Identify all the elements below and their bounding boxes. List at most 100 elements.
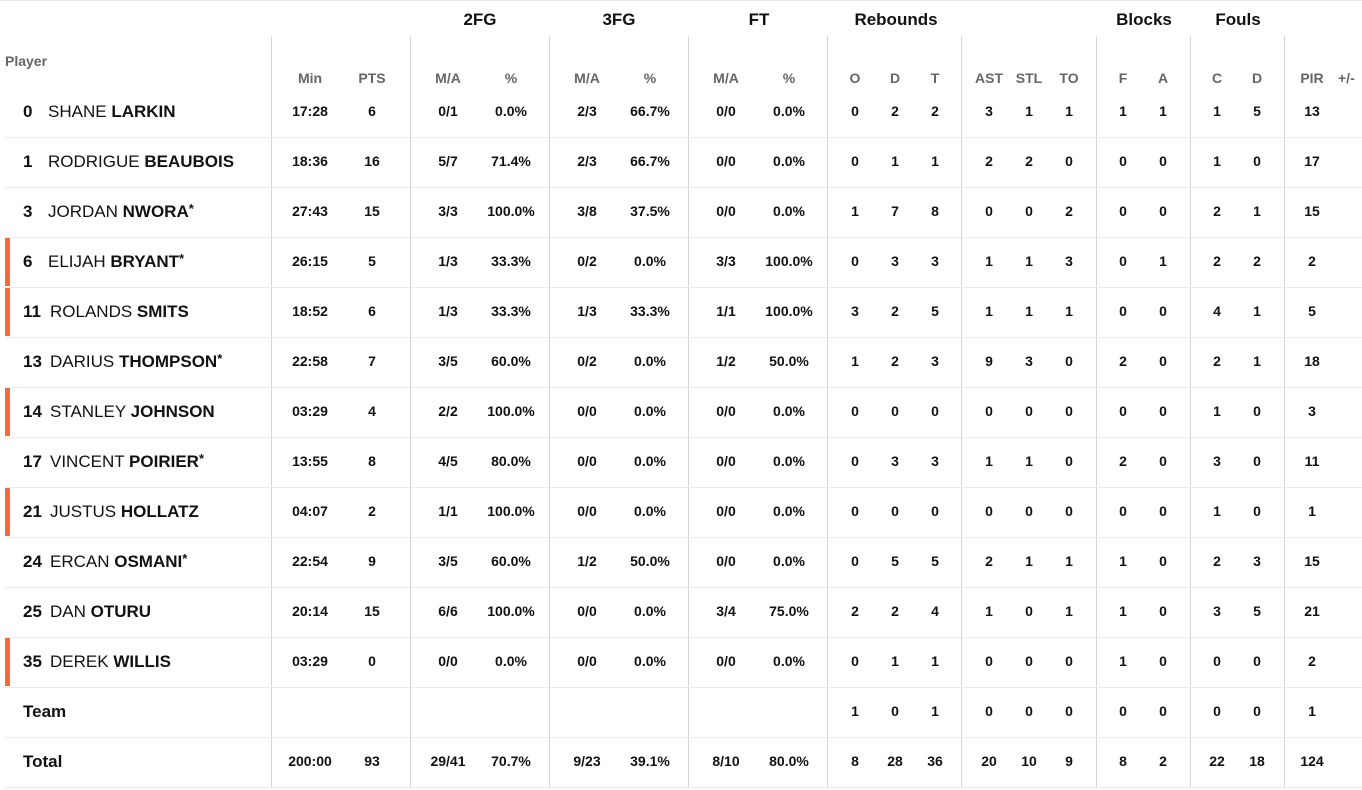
header-group-2fg: 2FG <box>463 10 497 29</box>
col-header-2fg-ma[interactable]: M/A <box>435 70 461 86</box>
stat-cell-stl: 2 <box>1025 153 1033 169</box>
stat-cell-reb-o: 0 <box>851 503 859 519</box>
player-row[interactable]: 17 VINCENT POIRIER* 13:55 8 4/5 80.0% 0/0 0.0% 0… <box>5 437 1362 488</box>
stat-cell-twofg-pct: 100.0% <box>487 503 535 519</box>
col-header-foul-d[interactable]: D <box>1251 70 1263 86</box>
player-name[interactable]: ELIJAH BRYANT* <box>48 251 184 272</box>
player-first-name: ROLANDS <box>50 302 133 321</box>
stat-cell-to: 1 <box>1065 553 1073 569</box>
stat-cell-blk-a: 1 <box>1159 103 1167 119</box>
player-name[interactable]: JUSTUS HOLLATZ <box>50 502 199 522</box>
team-row: Team 1 0 1 0 0 0 0 0 0 0 1 <box>5 687 1362 738</box>
column-divider <box>410 36 411 788</box>
stat-cell-ast: 3 <box>985 103 993 119</box>
col-header-stl[interactable]: STL <box>1015 70 1043 86</box>
col-header-foul-c[interactable]: C <box>1211 70 1223 86</box>
stat-cell-foul-d: 0 <box>1253 653 1261 669</box>
col-header-ft-pct[interactable]: % <box>782 70 796 86</box>
stat-cell-blk-a: 0 <box>1159 403 1167 419</box>
stat-cell-pts: 7 <box>368 353 376 369</box>
player-last-name: OTURU <box>90 602 152 621</box>
col-header-blk-f[interactable]: F <box>1118 70 1128 86</box>
column-divider <box>1284 36 1285 788</box>
player-row[interactable]: 13 DARIUS THOMPSON* 22:58 7 3/5 60.0% 0/2 0.0% 1… <box>5 337 1362 388</box>
col-header-pir[interactable]: PIR <box>1300 70 1324 86</box>
stat-cell-reb-d: 1 <box>891 153 899 169</box>
player-row[interactable]: 0 SHANE LARKIN 17:28 6 0/1 0.0% 2/3 66.7% 0/0 0.0… <box>5 87 1362 138</box>
player-row[interactable]: 35 DEREK WILLIS 03:29 0 0/0 0.0% 0/0 0.0% 0/0 0.0… <box>5 637 1362 688</box>
player-name[interactable]: ROLANDS SMITS <box>50 302 189 322</box>
stat-cell-pir: 11 <box>1304 453 1320 469</box>
stat-cell-ft-pct: 100.0% <box>765 303 813 319</box>
stat-cell-pts: 4 <box>368 403 376 419</box>
stat-cell-ft-pct: 80.0% <box>769 753 809 769</box>
stat-cell-threefg-ma: 0/0 <box>577 653 597 669</box>
stat-cell-threefg-pct: 66.7% <box>630 103 670 119</box>
stat-cell-blk-f: 1 <box>1119 103 1127 119</box>
col-header-3fg-ma[interactable]: M/A <box>574 70 600 86</box>
col-header-ast[interactable]: AST <box>975 70 1003 86</box>
player-name[interactable]: VINCENT POIRIER* <box>50 451 204 472</box>
stat-cell-threefg-ma: 0/0 <box>577 403 597 419</box>
stat-cell-pts: 6 <box>368 103 376 119</box>
player-name[interactable]: STANLEY JOHNSON <box>50 402 215 422</box>
player-name[interactable]: DEREK WILLIS <box>50 652 171 672</box>
total-row: Total 200:00 93 29/41 70.7% 9/23 39.1% 8/10 80.0… <box>5 737 1362 788</box>
stat-cell-ft-ma: 0/0 <box>716 553 736 569</box>
player-name[interactable]: DAN OTURU <box>50 602 151 622</box>
stat-cell-twofg-ma: 1/1 <box>438 503 458 519</box>
stat-cell-threefg-pct: 0.0% <box>634 603 666 619</box>
stat-cell-reb-t: 5 <box>931 303 939 319</box>
col-header-pts[interactable]: PTS <box>358 70 386 86</box>
player-name[interactable]: JORDAN NWORA* <box>48 201 194 222</box>
stat-cell-blk-a: 1 <box>1159 253 1167 269</box>
stat-cell-blk-a: 2 <box>1159 753 1167 769</box>
stat-cell-twofg-ma: 0/1 <box>438 103 458 119</box>
col-header-reb-t[interactable]: T <box>930 70 940 86</box>
stat-cell-threefg-ma: 1/2 <box>577 553 597 569</box>
player-row[interactable]: 6 ELIJAH BRYANT* 26:15 5 1/3 33.3% 0/2 0.0% 3/3 1… <box>5 237 1362 288</box>
col-header-ft-ma[interactable]: M/A <box>713 70 739 86</box>
col-header-blk-a[interactable]: A <box>1157 70 1169 86</box>
stat-cell-ast: 2 <box>985 553 993 569</box>
player-number: 0 <box>23 102 33 121</box>
stat-cell-to: 0 <box>1065 703 1073 719</box>
player-name[interactable]: RODRIGUE BEAUBOIS <box>48 152 234 172</box>
col-header-reb-o[interactable]: O <box>849 70 861 86</box>
stat-cell-blk-f: 0 <box>1119 203 1127 219</box>
col-header-3fg-pct[interactable]: % <box>643 70 657 86</box>
player-row[interactable]: 11 ROLANDS SMITS 18:52 6 1/3 33.3% 1/3 33.3% 1/1… <box>5 287 1362 338</box>
player-last-name: NWORA <box>122 202 189 221</box>
stat-cell-twofg-pct: 33.3% <box>491 253 531 269</box>
player-row[interactable]: 1 RODRIGUE BEAUBOIS 18:36 16 5/7 71.4% 2/3 66.7… <box>5 137 1362 188</box>
stat-cell-ast: 0 <box>985 703 993 719</box>
player-name[interactable]: DARIUS THOMPSON* <box>50 351 223 372</box>
player-number: 13 <box>23 352 42 371</box>
player-first-name: ERCAN <box>50 552 110 571</box>
player-row[interactable]: 3 JORDAN NWORA* 27:43 15 3/3 100.0% 3/8 37.5% 0/… <box>5 187 1362 238</box>
col-header-min[interactable]: Min <box>297 70 323 86</box>
col-header-2fg-pct[interactable]: % <box>504 70 518 86</box>
player-row[interactable]: 14 STANLEY JOHNSON 03:29 4 2/2 100.0% 0/0 0.0% 0… <box>5 387 1362 438</box>
stat-cell-min: 200:00 <box>288 753 332 769</box>
stat-cell-foul-c: 1 <box>1213 403 1221 419</box>
player-row[interactable]: 21 JUSTUS HOLLATZ 04:07 2 1/1 100.0% 0/0 0.0% 0/… <box>5 487 1362 538</box>
stat-cell-ft-pct: 50.0% <box>769 353 809 369</box>
stat-cell-blk-a: 0 <box>1159 653 1167 669</box>
player-name[interactable]: SHANE LARKIN <box>48 102 176 122</box>
col-header-reb-d[interactable]: D <box>889 70 901 86</box>
player-name[interactable]: ERCAN OSMANI* <box>50 551 187 572</box>
stat-cell-twofg-pct: 100.0% <box>487 203 535 219</box>
stat-cell-reb-o: 1 <box>851 203 859 219</box>
col-header-plus-minus[interactable]: +/- <box>1338 70 1355 86</box>
stat-cell-pir: 1 <box>1308 703 1316 719</box>
stat-cell-threefg-pct: 39.1% <box>630 753 670 769</box>
col-header-to[interactable]: TO <box>1059 70 1079 86</box>
starter-mark: * <box>217 351 223 366</box>
stat-cell-reb-o: 1 <box>851 703 859 719</box>
player-number: 21 <box>23 502 42 521</box>
player-row[interactable]: 24 ERCAN OSMANI* 22:54 9 3/5 60.0% 1/2 50.0% 0/0… <box>5 537 1362 588</box>
stat-cell-min: 22:54 <box>292 553 328 569</box>
player-row[interactable]: 25 DAN OTURU 20:14 15 6/6 100.0% 0/0 0.0% 3/4 75.… <box>5 587 1362 638</box>
